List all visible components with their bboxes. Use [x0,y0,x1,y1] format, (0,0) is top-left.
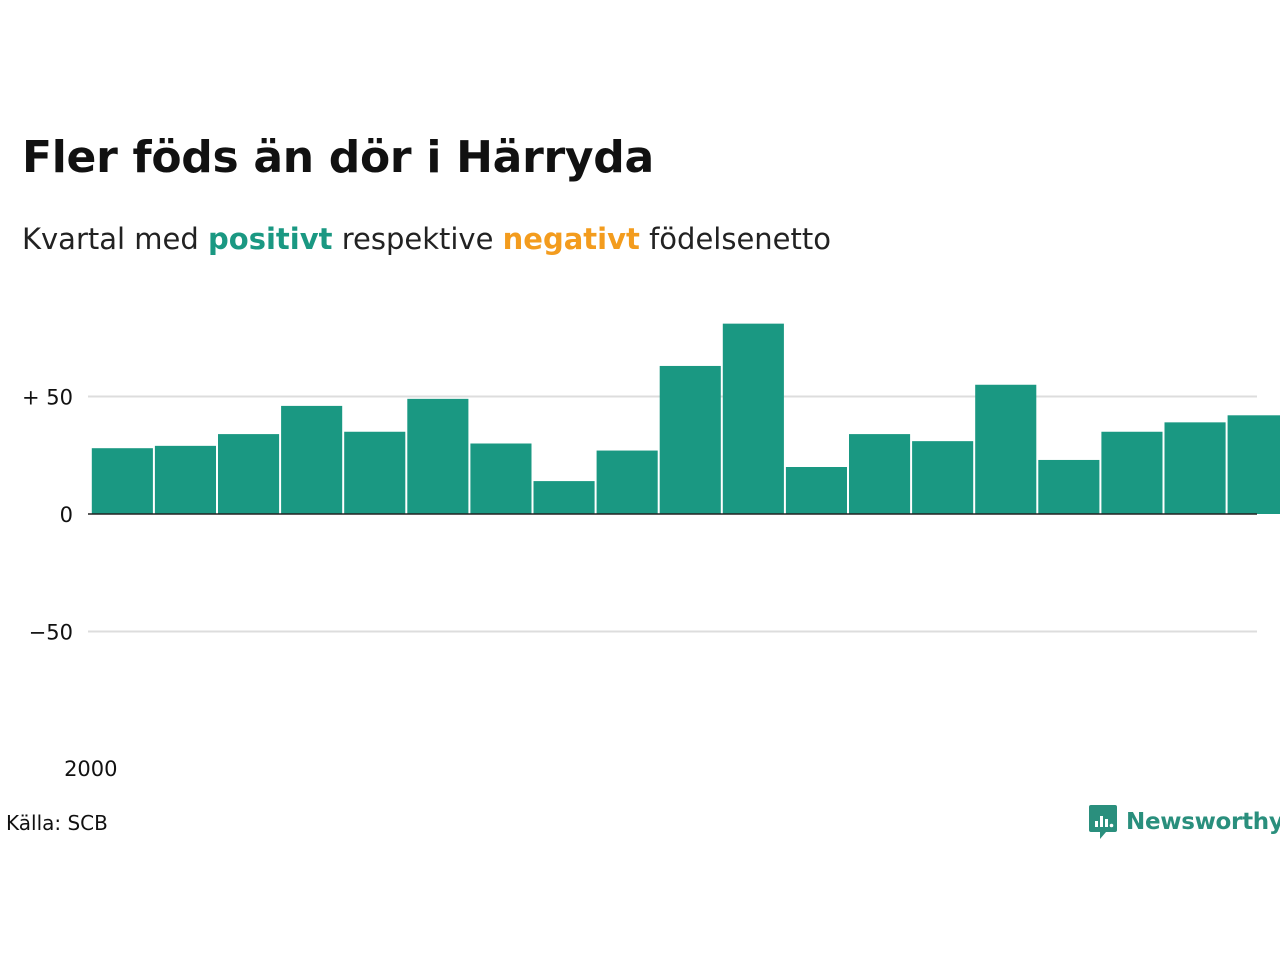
subtitle-positive-word: positivt [208,222,333,256]
bar [722,323,784,514]
bar-layer [91,323,1280,514]
bar [281,405,343,514]
bar [1101,431,1163,514]
source-note: Källa: SCB [6,811,108,835]
bar [91,448,153,514]
y-tick-label: 0 [60,503,73,527]
bar [659,365,721,514]
bar [407,398,469,514]
axis-layer: + 500−5020002005201020152020 [22,386,1257,781]
subtitle-part2: respektive [332,222,503,256]
bar [154,445,216,514]
bar [975,384,1037,514]
bar [470,443,532,514]
bar [218,434,280,514]
bar [344,431,406,514]
subtitle-part1: Kvartal med [22,222,209,256]
x-tick-label: 2000 [64,757,117,781]
bar [1164,422,1226,514]
bar-chart: + 500−5020002005201020152020 [22,323,1280,781]
bar [785,467,847,514]
newsworthy-logo-icon [1089,805,1117,839]
subtitle-negative-word: negativt [502,222,640,256]
y-tick-label: + 50 [22,386,73,410]
newsworthy-logo: Newsworthy [1088,804,1280,840]
bar [1038,459,1100,514]
chart-title: Fler föds än dör i Härryda [22,132,654,183]
y-tick-label: −50 [29,621,73,645]
bar [533,481,595,514]
bar [849,434,911,514]
newsworthy-logo-text: Newsworthy [1126,809,1280,835]
chart-subtitle: Kvartal med positivt respektive negativt… [22,222,831,256]
bar [1227,415,1280,514]
subtitle-part3: födelsenetto [639,222,831,256]
bar [596,450,658,514]
bar [912,441,974,514]
